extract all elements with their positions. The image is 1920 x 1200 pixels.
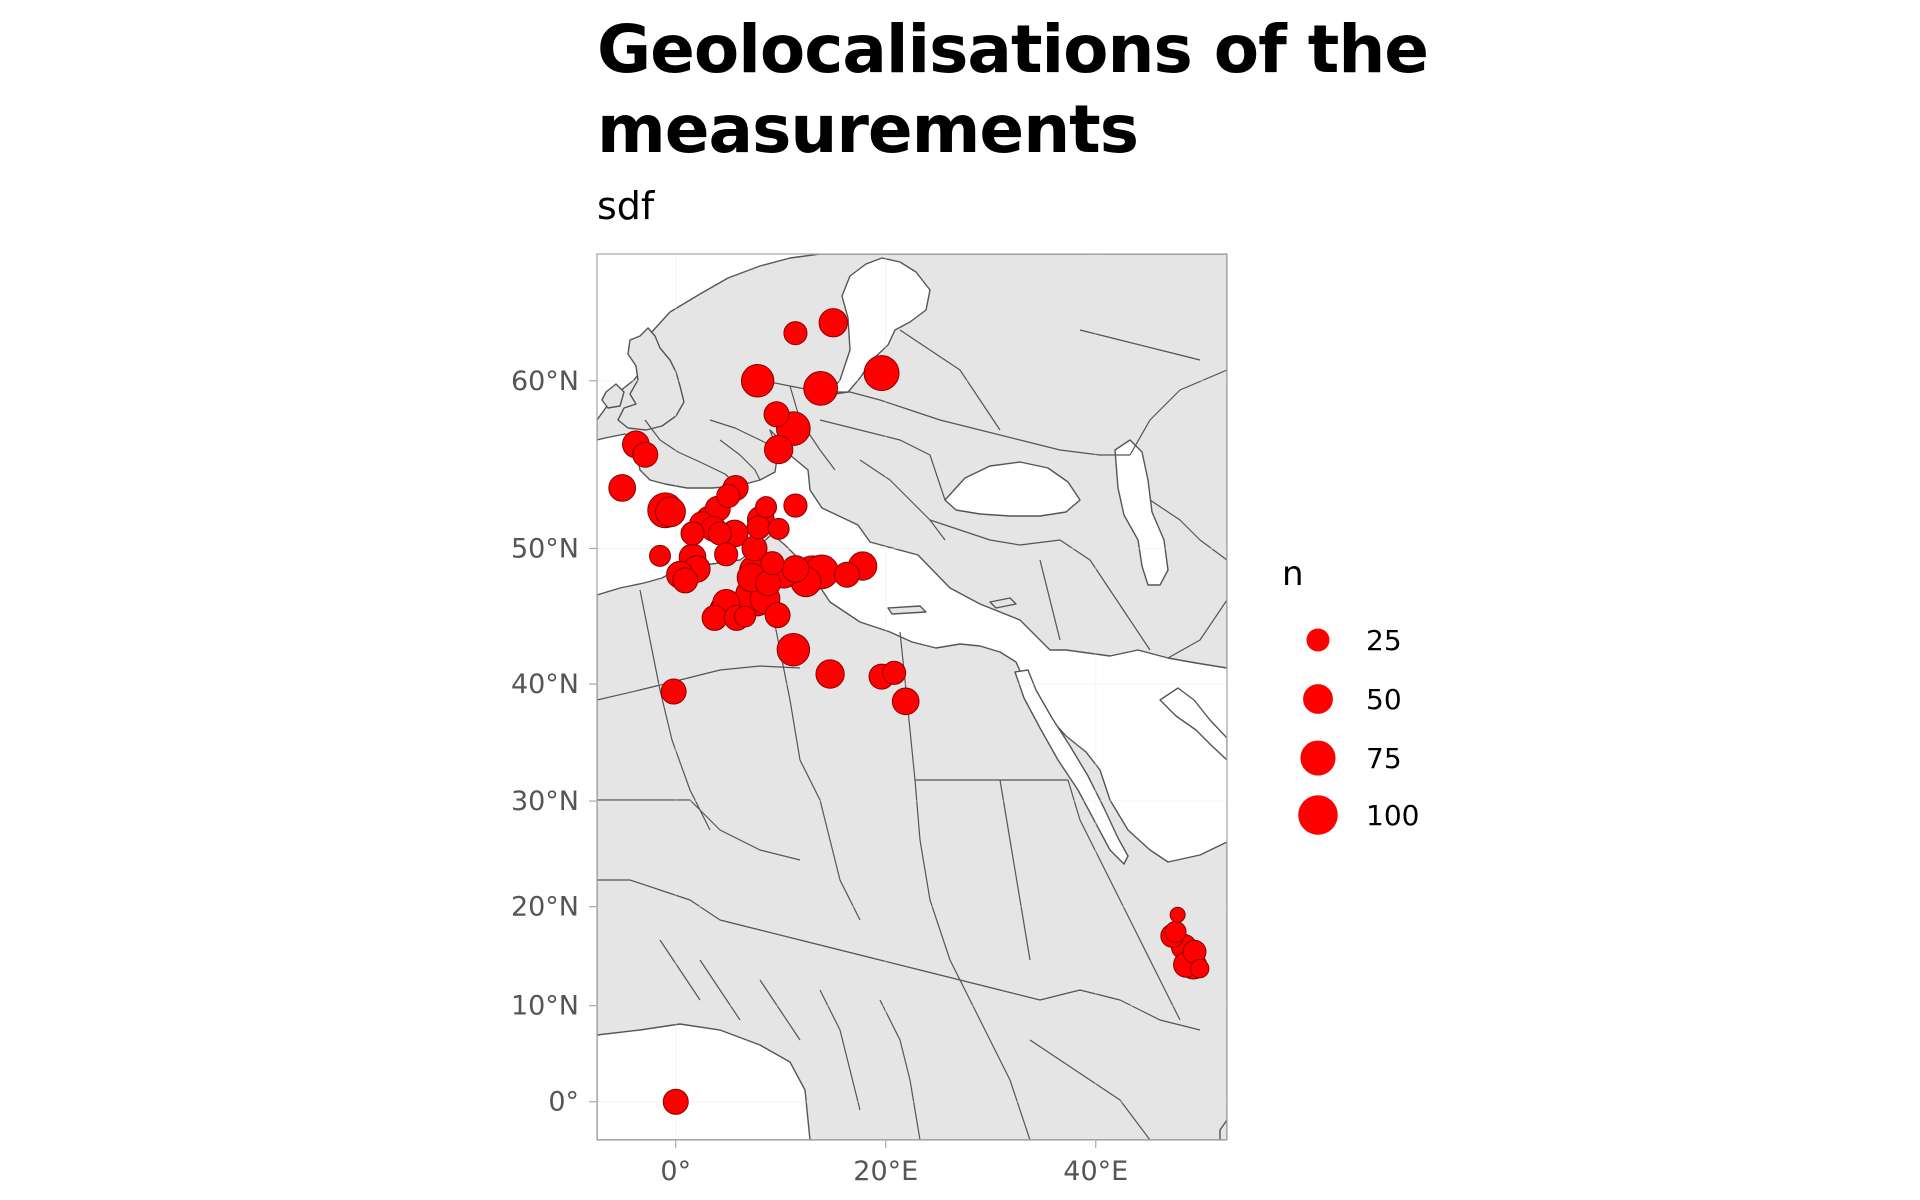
legend-key bbox=[1300, 740, 1336, 776]
data-point bbox=[781, 555, 810, 583]
data-point bbox=[649, 544, 671, 567]
data-point bbox=[707, 521, 732, 546]
y-tick-label: 0° bbox=[548, 1087, 579, 1118]
legend-label: 25 bbox=[1366, 624, 1402, 657]
chart-title: Geolocalisations of the measurements bbox=[597, 11, 1429, 168]
data-point bbox=[701, 604, 728, 631]
data-point bbox=[783, 493, 808, 518]
data-point bbox=[755, 570, 782, 597]
data-point bbox=[716, 483, 741, 509]
data-point bbox=[1169, 906, 1186, 923]
data-point bbox=[632, 441, 659, 468]
x-tick-label: 40°E bbox=[1063, 1156, 1128, 1187]
data-point bbox=[662, 1088, 689, 1115]
land-cyprus bbox=[989, 597, 1017, 609]
x-axis: 0° 20°E 40°E bbox=[660, 1140, 1128, 1187]
data-point bbox=[767, 517, 790, 540]
panel-frame bbox=[596, 253, 1228, 1141]
land-madagascar bbox=[1219, 1119, 1227, 1140]
data-point bbox=[672, 567, 699, 594]
data-point bbox=[1190, 958, 1210, 979]
land-crete bbox=[887, 605, 927, 615]
data-point bbox=[734, 605, 757, 628]
y-tick-label: 40°N bbox=[511, 669, 579, 700]
y-tick-label: 50°N bbox=[511, 533, 579, 564]
data-point bbox=[776, 632, 811, 667]
size-legend: n 25 50 75 100 bbox=[1282, 554, 1419, 835]
legend-key bbox=[1306, 628, 1330, 652]
data-point bbox=[764, 434, 794, 465]
data-point bbox=[740, 364, 775, 398]
y-tick-label: 60°N bbox=[511, 366, 579, 397]
legend-label: 50 bbox=[1366, 683, 1402, 716]
data-point bbox=[680, 521, 705, 546]
y-axis: 0° 10°N 20°N 30°N 40°N 50°N 60°N bbox=[511, 366, 597, 1118]
legend-items: 25 50 75 100 bbox=[1298, 624, 1419, 835]
data-point bbox=[891, 687, 920, 716]
y-tick-label: 10°N bbox=[511, 991, 579, 1022]
x-tick-label: 0° bbox=[660, 1156, 691, 1187]
data-point bbox=[763, 401, 790, 428]
data-point bbox=[863, 355, 900, 392]
data-point bbox=[764, 602, 791, 629]
land-ireland bbox=[601, 383, 625, 409]
legend-label: 100 bbox=[1366, 799, 1419, 832]
data-point bbox=[1164, 920, 1187, 943]
legend-title: n bbox=[1282, 554, 1304, 594]
x-tick-label: 20°E bbox=[853, 1156, 918, 1187]
measurement-points bbox=[608, 308, 1210, 1115]
legend-key bbox=[1303, 684, 1333, 714]
gulf-of-guinea bbox=[597, 1023, 811, 1140]
data-point bbox=[746, 515, 771, 540]
map-panel bbox=[596, 253, 1228, 1141]
chart-subtitle: sdf bbox=[597, 184, 655, 228]
land-eurasia bbox=[597, 254, 1227, 669]
data-point bbox=[655, 496, 686, 528]
water-red-sea bbox=[1014, 669, 1129, 865]
graticule bbox=[597, 254, 1227, 1140]
data-point bbox=[755, 496, 778, 519]
water-caspian bbox=[1114, 439, 1169, 586]
data-point bbox=[714, 542, 739, 567]
land-britain bbox=[617, 327, 685, 431]
water-persian-gulf bbox=[1159, 687, 1227, 761]
data-point bbox=[660, 678, 687, 705]
data-point bbox=[815, 659, 845, 689]
legend-label: 75 bbox=[1366, 742, 1402, 775]
data-point bbox=[818, 308, 848, 338]
y-tick-label: 20°N bbox=[511, 892, 579, 923]
y-tick-label: 30°N bbox=[511, 786, 579, 817]
data-point bbox=[833, 561, 860, 588]
legend-key bbox=[1298, 795, 1338, 835]
data-point bbox=[783, 321, 808, 346]
water-black-sea bbox=[944, 461, 1081, 517]
data-point bbox=[760, 551, 785, 576]
data-point bbox=[608, 474, 637, 502]
inland-water bbox=[827, 257, 1227, 865]
data-point bbox=[803, 371, 838, 406]
data-point bbox=[882, 660, 907, 685]
